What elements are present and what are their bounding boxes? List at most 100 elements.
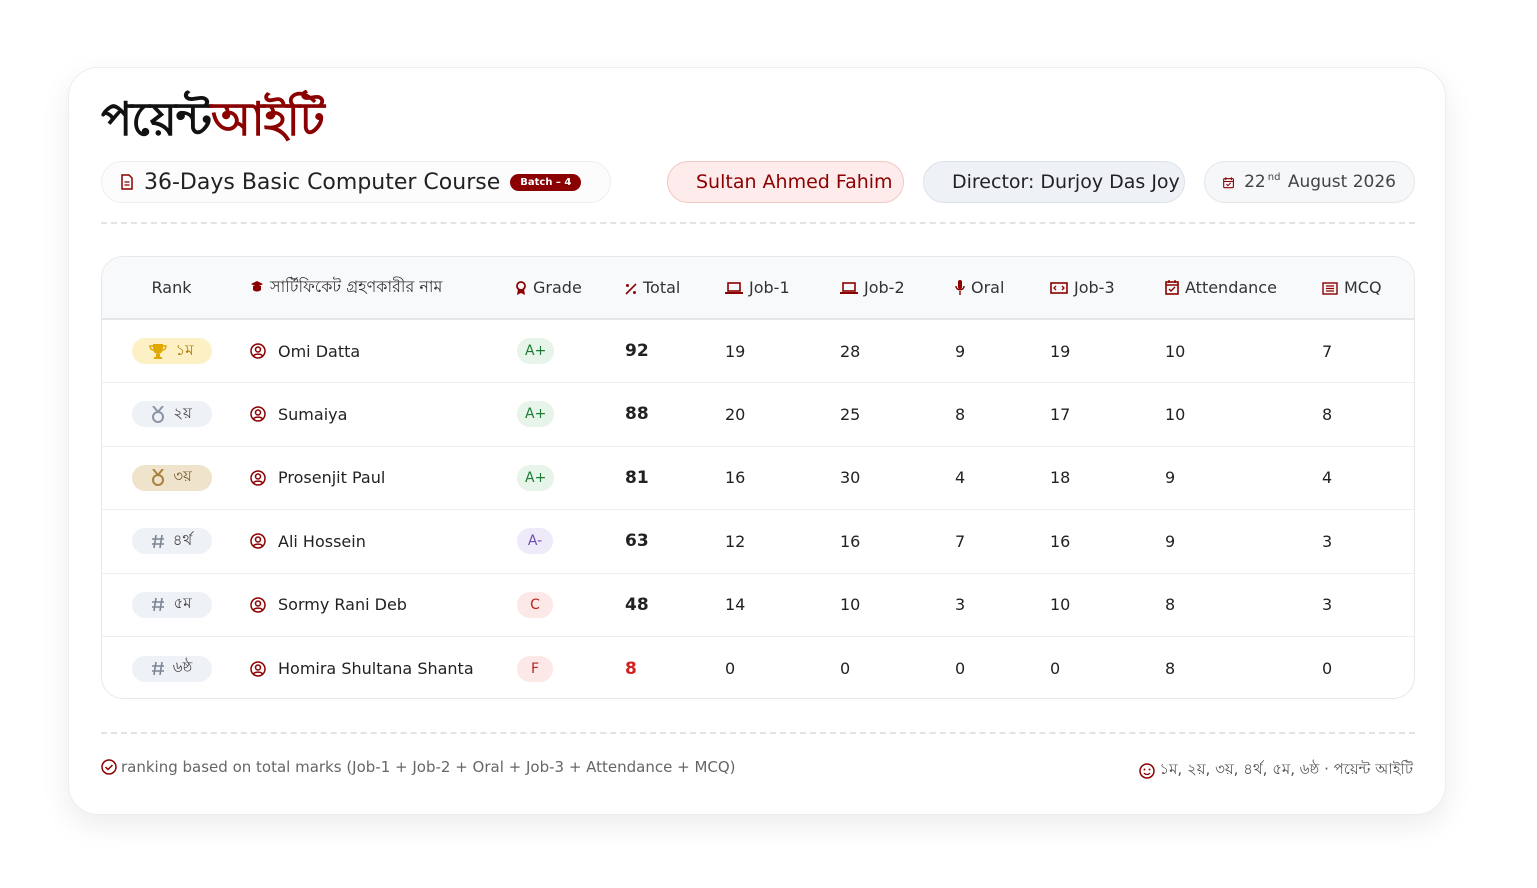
icon — [725, 282, 743, 294]
name-wrap: Omi Datta — [250, 342, 506, 361]
grade-pill: A- — [517, 528, 553, 555]
rank-cell: ৪র্থ — [102, 509, 242, 574]
instructor-name: Sultan Ahmed Fahim — [696, 171, 893, 193]
score-cell: 9 — [947, 319, 1042, 383]
batch-badge: Batch – 4 — [510, 173, 582, 191]
column-title: Oral — [971, 278, 1005, 297]
score-cell: 4 — [1314, 446, 1414, 510]
name-wrap: Sormy Rani Deb — [250, 595, 506, 614]
icon — [955, 280, 965, 295]
grade-cell: C — [507, 573, 617, 637]
column-header: Job-1 — [717, 257, 832, 320]
icon — [250, 660, 266, 677]
smile-icon — [1139, 762, 1156, 779]
rank-label: ২য় — [173, 403, 192, 422]
header-row: Rank সার্টিফিকেট গ্রহণকারীর নাম Grade Total… — [102, 257, 1414, 320]
rank-cell: ৬ষ্ঠ — [102, 637, 242, 699]
table-row: ৫ম Sormy Rani Deb C 48 14 10 3 10 8 3 — [102, 573, 1414, 637]
rank-cell: ৫ম — [102, 573, 242, 637]
grade-pill: A+ — [517, 401, 555, 428]
table-row: ৬ষ্ঠ Homira Shultana Shanta F 8 0 0 0 0 8 0 — [102, 637, 1414, 699]
icon — [151, 661, 164, 676]
student-name: Sormy Rani Deb — [278, 595, 407, 615]
column-title: Job-3 — [1074, 278, 1115, 297]
name-cell: Ali Hossein — [242, 509, 507, 574]
total-cell: 88 — [617, 382, 717, 447]
score-cell: 9 — [1157, 509, 1314, 574]
table-body: ১ম Omi Datta A+ 92 19 28 9 19 10 7 ২য় Sumaiya A+ 88 2… — [102, 319, 1414, 699]
icon — [251, 281, 263, 292]
name-cell: Omi Datta — [242, 319, 507, 383]
column-title: Job-2 — [864, 278, 905, 297]
card: পয়েন্টআইটি 36-Days Basic Computer Cours… — [68, 67, 1446, 815]
column-header: Total — [617, 257, 717, 320]
column-title: MCQ — [1344, 278, 1382, 297]
date-day: 22 — [1244, 172, 1266, 192]
score-cell: 0 — [725, 659, 736, 678]
doc-icon — [121, 174, 133, 190]
footer-credit: ১ম, ২য়, ৩য়, ৪র্থ, ৫ম, ৬ষ্ঠ · পয়েন্ট আ… — [1159, 760, 1413, 778]
icon — [250, 597, 266, 613]
result-table: Rank সার্টিফিকেট গ্রহণকারীর নাম Grade Total… — [102, 257, 1414, 699]
icon — [152, 405, 165, 423]
total-cell: 63 — [617, 509, 717, 574]
footer-left: ranking based on total marks (Job-1 + Jo… — [101, 758, 736, 776]
course-pill: 36-Days Basic Computer Course Batch – 4 — [101, 161, 611, 203]
student-name: Sumaiya — [278, 404, 348, 424]
column-header: Grade — [507, 257, 617, 320]
rank-pill: ৩য় — [131, 464, 212, 491]
name-cell: Prosenjit Paul — [242, 446, 507, 510]
table-row: ৪র্থ Ali Hossein A- 63 12 16 7 16 9 3 — [102, 509, 1414, 574]
student-name: Homira Shultana Shanta — [278, 659, 474, 678]
score-cell: 7 — [1314, 319, 1414, 383]
score-cell: 0 — [1050, 659, 1061, 678]
name-wrap: Homira Shultana Shanta — [250, 659, 506, 678]
column-header: Job-3 — [1042, 257, 1157, 320]
score-cell: 30 — [832, 446, 947, 510]
score-cell: 8 — [1157, 573, 1314, 637]
rank-cell: ২য় — [102, 382, 242, 447]
icon — [250, 406, 266, 422]
director-name: Director: Durjoy Das Joy — [952, 171, 1180, 193]
table-row: ৩য় Prosenjit Paul A+ 81 16 30 4 18 9 4 — [102, 446, 1414, 510]
score-cell: 17 — [1042, 382, 1157, 447]
column-header: Rank — [102, 257, 242, 320]
score-cell: 12 — [717, 509, 832, 574]
score-cell: 9 — [1157, 446, 1314, 510]
table-row: ২য় Sumaiya A+ 88 20 25 8 17 10 8 — [102, 382, 1414, 447]
score-cell: 16 — [717, 446, 832, 510]
column-title: Grade — [533, 278, 582, 297]
column-title: Job-1 — [749, 278, 790, 297]
table-container: Rank সার্টিফিকেট গ্রহণকারীর নাম Grade Total… — [101, 256, 1415, 699]
divider — [101, 222, 1415, 224]
grade-cell: A+ — [507, 319, 617, 383]
name-cell: Homira Shultana Shanta — [242, 637, 507, 699]
column-title: Attendance — [1185, 278, 1277, 297]
name-wrap: Sumaiya — [250, 405, 506, 424]
rank-pill: ১ম — [131, 338, 212, 364]
score-cell: 3 — [947, 573, 1042, 637]
rank-cell: ১ম — [102, 319, 242, 383]
rank-pill: ৬ষ্ঠ — [131, 655, 212, 682]
rank-label: ৫ম — [173, 594, 192, 613]
student-name: Prosenjit Paul — [278, 468, 386, 488]
rank-label: ৪র্থ — [172, 530, 193, 549]
date-suffix: nd — [1267, 172, 1281, 184]
column-title: Rank — [151, 278, 192, 297]
score-cell: 28 — [832, 319, 947, 383]
total-cell: 8 — [625, 658, 637, 679]
grade-cell: A- — [507, 509, 617, 574]
column-header: Oral — [947, 257, 1042, 320]
logo: পয়েন্টআইটি — [101, 90, 325, 150]
score-cell: 4 — [947, 446, 1042, 510]
student-name: Omi Datta — [278, 341, 361, 361]
grade-cell: F — [507, 637, 617, 699]
icon — [840, 282, 858, 294]
column-header: Job-2 — [832, 257, 947, 320]
score-cell: 10 — [1042, 573, 1157, 637]
icon — [1165, 280, 1179, 295]
score-cell: 10 — [832, 573, 947, 637]
score-cell: 25 — [832, 382, 947, 447]
score-cell: 0 — [1322, 659, 1333, 678]
